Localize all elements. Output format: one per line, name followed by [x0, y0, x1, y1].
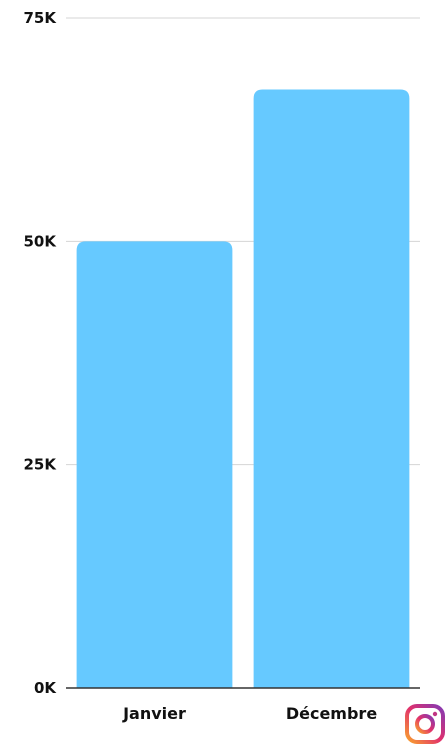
y-axis-ticks: 0K 25K 50K 75K	[24, 9, 58, 697]
y-tick-label: 0K	[34, 679, 57, 697]
x-category-label: Janvier	[122, 704, 186, 723]
x-category-label: Décembre	[286, 704, 377, 723]
y-tick-label: 50K	[24, 232, 58, 250]
instagram-icon	[405, 704, 445, 744]
bar-chart: 0K 25K 50K 75K Janvier Décembre	[24, 9, 420, 723]
y-tick-label: 25K	[24, 456, 58, 474]
bars	[76, 89, 410, 689]
y-tick-label: 75K	[24, 9, 58, 27]
bar-janvier	[76, 241, 233, 689]
x-axis-labels: Janvier Décembre	[122, 704, 377, 723]
bar-décembre	[253, 89, 410, 688]
